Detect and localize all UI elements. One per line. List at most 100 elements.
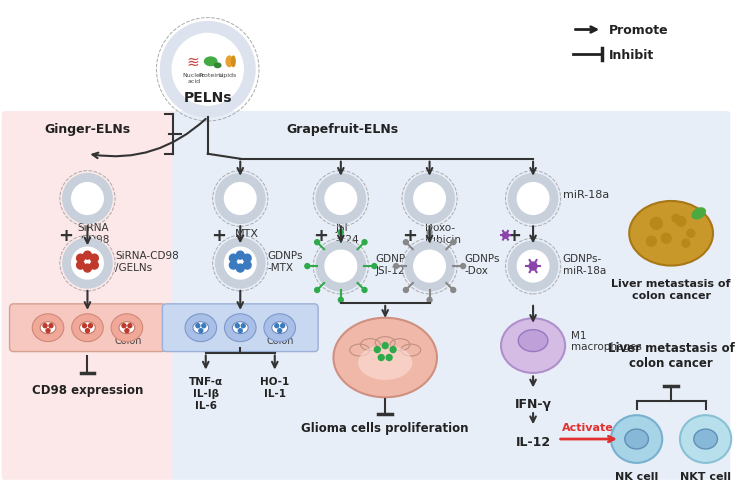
Circle shape — [230, 255, 237, 262]
Text: PELNs: PELNs — [184, 91, 232, 105]
Ellipse shape — [358, 346, 413, 380]
FancyBboxPatch shape — [163, 304, 318, 352]
Circle shape — [122, 324, 126, 328]
Circle shape — [390, 347, 396, 353]
Ellipse shape — [40, 322, 56, 334]
Circle shape — [91, 255, 98, 262]
Circle shape — [315, 288, 320, 293]
Circle shape — [230, 261, 237, 270]
Text: Nucleic
acid: Nucleic acid — [182, 73, 206, 84]
Circle shape — [274, 324, 279, 328]
Circle shape — [382, 343, 388, 349]
Ellipse shape — [119, 322, 135, 334]
Ellipse shape — [692, 208, 706, 220]
Circle shape — [316, 242, 365, 291]
Circle shape — [236, 265, 244, 272]
Text: Lipids: Lipids — [218, 73, 236, 78]
Circle shape — [325, 183, 356, 215]
Text: Liver metastasis of
colon cancer: Liver metastasis of colon cancer — [611, 278, 730, 300]
Circle shape — [280, 324, 285, 328]
Text: Promote: Promote — [609, 24, 668, 37]
FancyBboxPatch shape — [10, 304, 165, 352]
Circle shape — [202, 324, 206, 328]
Ellipse shape — [204, 57, 218, 67]
Ellipse shape — [224, 314, 256, 342]
Circle shape — [315, 240, 320, 245]
Circle shape — [378, 355, 384, 361]
Circle shape — [316, 174, 365, 224]
Text: +: + — [58, 227, 74, 245]
Circle shape — [46, 329, 50, 333]
Circle shape — [509, 174, 558, 224]
Text: SiRNA
-CD98: SiRNA -CD98 — [77, 223, 110, 244]
Ellipse shape — [518, 330, 548, 352]
Circle shape — [72, 183, 104, 215]
Text: Glioma cells proliferation: Glioma cells proliferation — [302, 421, 469, 434]
Text: Activate: Activate — [562, 422, 614, 432]
Circle shape — [405, 242, 454, 291]
Circle shape — [427, 298, 432, 302]
Circle shape — [427, 230, 432, 235]
Circle shape — [242, 324, 245, 328]
Text: NK cell: NK cell — [615, 471, 658, 481]
Circle shape — [362, 288, 367, 293]
Circle shape — [83, 265, 92, 272]
Ellipse shape — [72, 314, 104, 342]
Circle shape — [682, 240, 690, 248]
Text: +: + — [402, 227, 417, 245]
Text: ≋: ≋ — [187, 55, 200, 70]
Circle shape — [404, 240, 408, 245]
Circle shape — [82, 324, 86, 328]
Circle shape — [238, 329, 242, 333]
Text: Inhibit: Inhibit — [609, 49, 654, 62]
Circle shape — [243, 261, 251, 270]
Circle shape — [83, 252, 92, 259]
Circle shape — [386, 355, 392, 361]
Text: GDNPs-
JSI-124: GDNPs- JSI-124 — [375, 254, 415, 275]
Circle shape — [414, 251, 446, 282]
Circle shape — [304, 264, 310, 269]
Circle shape — [325, 251, 356, 282]
Circle shape — [199, 329, 202, 333]
Circle shape — [451, 240, 456, 245]
Text: GDNPs
-MTX: GDNPs -MTX — [268, 251, 303, 272]
Circle shape — [687, 230, 694, 238]
Circle shape — [160, 23, 255, 118]
Circle shape — [518, 183, 549, 215]
Circle shape — [172, 34, 243, 106]
Circle shape — [196, 324, 200, 328]
Ellipse shape — [272, 322, 287, 334]
Text: Liver metastasis of
colon cancer: Liver metastasis of colon cancer — [608, 341, 734, 369]
Text: TNF-α
IL-Iβ
IL-6: TNF-α IL-Iβ IL-6 — [189, 377, 223, 410]
Circle shape — [676, 217, 686, 227]
Circle shape — [530, 262, 537, 271]
Ellipse shape — [694, 429, 718, 449]
Text: JSI
-124: JSI -124 — [336, 223, 359, 244]
Circle shape — [86, 329, 89, 333]
FancyBboxPatch shape — [2, 112, 176, 480]
Ellipse shape — [32, 314, 64, 342]
Circle shape — [405, 174, 454, 224]
Ellipse shape — [111, 314, 142, 342]
Text: Doxo-
rubicin: Doxo- rubicin — [424, 223, 460, 244]
Circle shape — [236, 324, 239, 328]
Text: CD98 expression: CD98 expression — [32, 384, 143, 396]
Text: +: + — [314, 227, 328, 245]
Ellipse shape — [193, 322, 208, 334]
Circle shape — [91, 261, 98, 270]
Text: IL-12: IL-12 — [515, 435, 550, 448]
Ellipse shape — [80, 322, 95, 334]
Circle shape — [414, 183, 446, 215]
Circle shape — [362, 240, 367, 245]
Ellipse shape — [611, 415, 662, 463]
Circle shape — [215, 239, 265, 288]
Circle shape — [63, 174, 112, 224]
Text: NKT cell: NKT cell — [680, 471, 731, 481]
Text: Ginger-ELNs: Ginger-ELNs — [44, 123, 130, 136]
Ellipse shape — [680, 415, 731, 463]
Circle shape — [88, 324, 92, 328]
Text: M1
macrophages: M1 macrophages — [571, 330, 641, 352]
Ellipse shape — [334, 318, 437, 397]
Circle shape — [224, 183, 256, 215]
Circle shape — [404, 288, 408, 293]
